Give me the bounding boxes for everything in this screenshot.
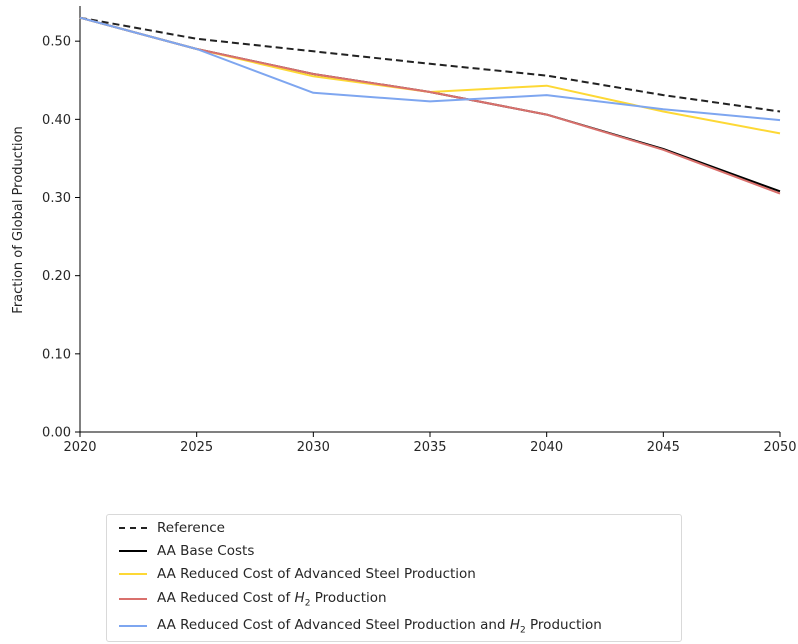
series-layer	[79, 16, 781, 195]
legend-swatch-reference	[119, 527, 147, 529]
y-axis-title: Fraction of Global Production	[11, 126, 26, 313]
legend-entry-reference: Reference	[119, 517, 225, 539]
legend-label: AA Reduced Cost of H2 Production	[157, 589, 387, 609]
x-tick-label: 2025	[180, 440, 213, 455]
legend-label: AA Reduced Cost of Advanced Steel Produc…	[157, 616, 602, 636]
x-tick-label: 2020	[63, 440, 96, 455]
series-line-1	[79, 16, 781, 193]
legend-swatch-reduced-h2	[119, 598, 147, 600]
y-tick-label: 0.10	[42, 347, 71, 362]
y-tick-label: 0.40	[42, 113, 71, 128]
legend-swatch-reduced-steel	[119, 573, 147, 575]
legend-entry-reduced-steel-h2: AA Reduced Cost of Advanced Steel Produc…	[119, 615, 602, 637]
legend-entry-base-costs: AA Base Costs	[119, 540, 254, 562]
y-tick-label: 0.00	[42, 426, 71, 441]
x-tick-label: 2035	[413, 440, 446, 455]
x-tick-label: 2050	[763, 440, 796, 455]
x-tick-label: 2030	[297, 440, 330, 455]
y-tick-label: 0.20	[42, 269, 71, 284]
legend-swatch-base-costs	[119, 550, 147, 552]
legend: Reference AA Base Costs AA Reduced Cost …	[106, 514, 682, 642]
legend-entry-reduced-steel: AA Reduced Cost of Advanced Steel Produc…	[119, 563, 476, 585]
axes: 0.00 0.10 0.20 0.30 0.40 0.50 2020 2025 2030 2035…	[42, 6, 797, 455]
x-tick-label: 2040	[530, 440, 563, 455]
series-line-2	[79, 16, 781, 135]
legend-label: AA Base Costs	[157, 543, 255, 559]
legend-swatch-reduced-steel-h2	[119, 625, 147, 627]
x-tick-label: 2045	[647, 440, 680, 455]
line-chart: 0.00 0.10 0.20 0.30 0.40 0.50 2020 2025 2030 2035…	[11, 6, 797, 455]
y-tick-label: 0.50	[42, 35, 71, 50]
y-tick-label: 0.30	[42, 191, 71, 206]
series-line-3	[79, 16, 781, 195]
series-line-0	[79, 16, 781, 113]
legend-entry-reduced-h2: AA Reduced Cost of H2 Production	[119, 588, 387, 610]
legend-label: AA Reduced Cost of Advanced Steel Produc…	[157, 566, 476, 582]
series-line-4	[79, 16, 781, 122]
legend-label: Reference	[157, 520, 225, 536]
